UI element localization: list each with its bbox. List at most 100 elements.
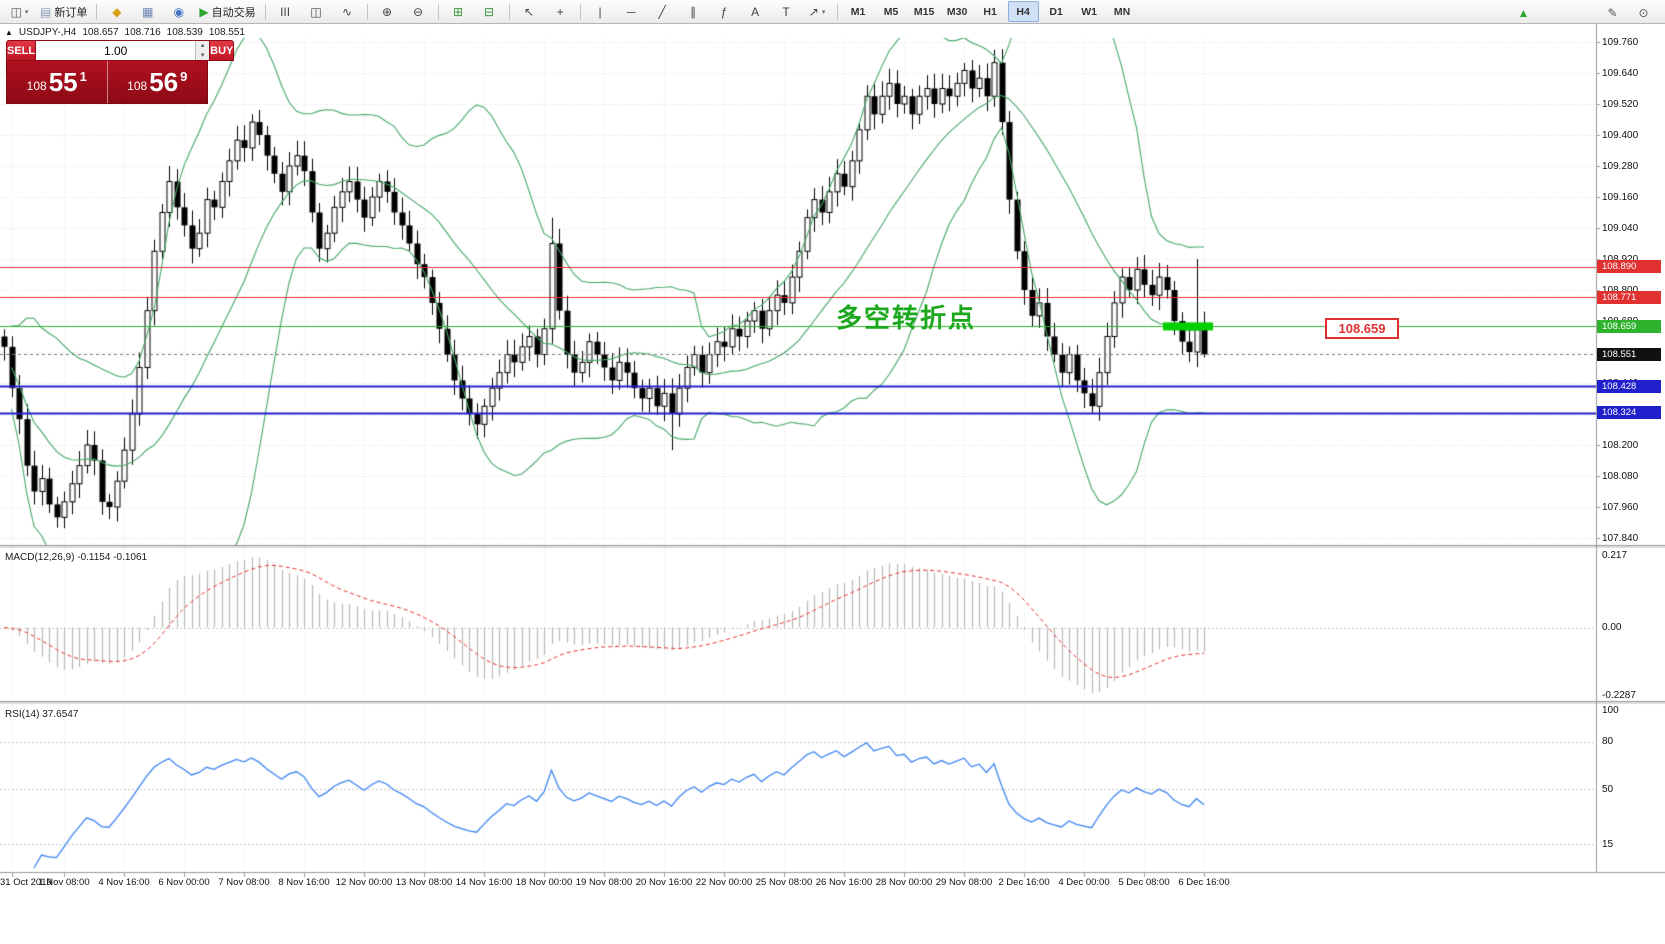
chart-shift-button[interactable]: ⊟: [475, 1, 504, 22]
sell-price-prefix: 108: [26, 78, 47, 93]
profiles-button[interactable]: ▦: [133, 1, 162, 22]
time-axis-label: 4 Nov 16:00: [98, 877, 150, 888]
new-order-button-label: 新订单: [54, 6, 88, 19]
buy-price-display[interactable]: 108 56 9: [108, 61, 208, 103]
timeframe-m1-button[interactable]: M1: [850, 5, 866, 18]
edit-icon[interactable]: ✎: [1598, 2, 1627, 23]
time-axis-label: 18 Nov 00:00: [515, 877, 573, 888]
sell-button[interactable]: SELL: [6, 40, 37, 61]
fibonacci-button[interactable]: ƒ: [710, 1, 739, 22]
new-order-glyph: ▤: [40, 4, 52, 19]
volume-decrease-button[interactable]: ▾: [196, 50, 210, 60]
trendline-button[interactable]: ╱: [648, 1, 677, 22]
timeframe-m5-button[interactable]: M5: [883, 5, 899, 18]
rsi-axis-label: 100: [1602, 704, 1619, 716]
rsi-axis-label: 80: [1602, 736, 1614, 748]
price-level-badge: 108.771: [1597, 290, 1661, 304]
time-axis-label: 4 Dec 00:00: [1058, 877, 1110, 888]
line-chart-button[interactable]: ∿: [333, 1, 362, 22]
time-axis-label: 5 Dec 08:00: [1118, 877, 1170, 888]
zoom-in-button[interactable]: ⊕: [373, 1, 402, 22]
auto-trading-button-label: 自动交易: [211, 6, 256, 19]
toolbar-separator: [579, 3, 581, 20]
price-level-badge: 108.324: [1597, 406, 1661, 420]
chart-high-value: 108.716: [124, 27, 161, 38]
macd-axis-label: 0.00: [1602, 622, 1622, 634]
text-glyph: A: [751, 4, 760, 19]
metaeditor-button[interactable]: ◆: [102, 1, 131, 22]
one-click-collapse-icon[interactable]: ▲: [5, 28, 13, 37]
rsi-axis-label: 15: [1602, 838, 1614, 850]
time-axis-label: 22 Nov 00:00: [695, 877, 753, 888]
magnifier-icon[interactable]: ⊙: [1629, 2, 1658, 23]
data-window-glyph: ◉: [173, 4, 185, 19]
timeframe-mn-button[interactable]: MN: [1113, 5, 1131, 18]
auto-trading-button[interactable]: ▶ 自动交易: [195, 1, 259, 22]
time-axis-label: 1 Nov 08:00: [38, 877, 90, 888]
candlestick-chart-button[interactable]: ◫: [302, 1, 331, 22]
vertical-line-button[interactable]: |: [586, 1, 615, 22]
timeframe-d1-button[interactable]: D1: [1049, 5, 1063, 18]
crosshair-glyph: +: [556, 4, 564, 19]
arrows-button[interactable]: ↗ ▾: [803, 1, 832, 22]
sell-price-sup: 1: [79, 69, 87, 84]
price-axis-label: 109.040: [1602, 222, 1639, 234]
time-axis-label: 29 Nov 08:00: [935, 877, 993, 888]
chart-window: 109.760 109.640 109.520 109.400 109.280 109.1…: [0, 24, 1665, 944]
time-axis-label: 12 Nov 00:00: [335, 877, 393, 888]
sell-price-display[interactable]: 108 55 1: [7, 61, 107, 103]
bar-chart-button[interactable]: III: [271, 1, 300, 22]
rsi-header: RSI(14) 37.6547: [5, 709, 79, 720]
chart-low-value: 108.539: [166, 27, 203, 38]
volume-increase-button[interactable]: ▴: [196, 41, 210, 51]
chart-open-value: 108.657: [82, 27, 119, 38]
cursor-glyph: ↖: [524, 4, 535, 19]
candlestick-chart-glyph: ◫: [310, 4, 322, 19]
volume-spinner: ▴ ▾: [195, 41, 210, 60]
label-button[interactable]: T: [772, 1, 801, 22]
time-axis-label: 20 Nov 16:00: [635, 877, 693, 888]
time-axis-label: 14 Nov 16:00: [455, 877, 513, 888]
cursor-button[interactable]: ↖: [515, 1, 544, 22]
auto-scroll-glyph: ⊞: [453, 4, 464, 19]
price-axis-label: 108.200: [1602, 439, 1639, 451]
timeframe-h4-button[interactable]: H4: [1007, 1, 1039, 22]
macd-axis-label: 0.217: [1602, 550, 1628, 561]
toolbar-separator: [264, 3, 266, 20]
volume-control: ▴ ▾: [36, 40, 210, 61]
main-toolbar: ◫ ▾ ▤ 新订单 ◆ ▦ ◉ ▶ 自动交易 III ◫ ∿ ⊕ ⊖ ⊞ ⊟ ↖ + | ─ ╱ ∥ ƒ A T ↗ ▾ M1 M5 M1…: [0, 0, 1665, 24]
auto-scroll-button[interactable]: ⊞: [444, 1, 473, 22]
volume-input[interactable]: [36, 41, 196, 60]
zoom-out-button[interactable]: ⊖: [404, 1, 433, 22]
new-chart-button[interactable]: ◫ ▾: [5, 1, 34, 22]
price-axis-label: 109.760: [1602, 36, 1639, 48]
timeframe-h1-button[interactable]: H1: [983, 5, 997, 18]
time-axis-label: 28 Nov 00:00: [875, 877, 933, 888]
time-axis-label: 26 Nov 16:00: [815, 877, 873, 888]
price-level-badge: 108.428: [1597, 379, 1661, 393]
data-window-button[interactable]: ◉: [164, 1, 193, 22]
buy-price-prefix: 108: [127, 78, 148, 93]
horizontal-line-button[interactable]: ─: [617, 1, 646, 22]
chart-canvas[interactable]: [0, 24, 1665, 944]
time-axis-label: 13 Nov 08:00: [395, 877, 453, 888]
price-axis-label: 108.920: [1602, 253, 1639, 265]
scroll-to-end-icon[interactable]: ▲: [1509, 2, 1538, 23]
channel-button[interactable]: ∥: [679, 1, 708, 22]
timeframe-m15-button[interactable]: M15: [913, 5, 935, 18]
price-label-box: 108.659: [1325, 318, 1399, 339]
crosshair-button[interactable]: +: [546, 1, 575, 22]
vertical-line-glyph: |: [598, 4, 602, 19]
horizontal-line-glyph: ─: [626, 4, 636, 19]
chart-close-value: 108.551: [208, 27, 245, 38]
zoom-out-glyph: ⊖: [413, 4, 424, 19]
timeframe-w1-button[interactable]: W1: [1081, 5, 1097, 18]
text-button[interactable]: A: [741, 1, 770, 22]
magnifier-icon-glyph: ⊙: [1638, 5, 1649, 20]
new-order-button[interactable]: ▤ 新订单: [36, 1, 91, 22]
timeframe-m30-button[interactable]: M30: [946, 5, 968, 18]
edit-icon-glyph: ✎: [1607, 5, 1618, 20]
fibonacci-glyph: ƒ: [720, 4, 728, 19]
buy-button[interactable]: BUY: [209, 40, 235, 61]
